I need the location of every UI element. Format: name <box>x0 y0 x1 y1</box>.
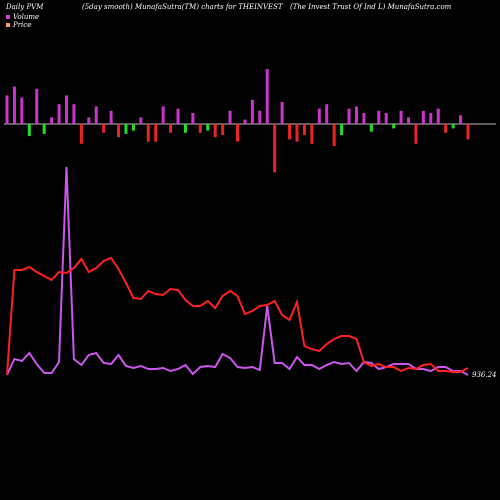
volume-bar <box>459 115 463 124</box>
volume-bar <box>236 124 239 142</box>
volume-bar <box>369 124 373 132</box>
chart-title-daily-pvm: Daily PVM <box>6 3 44 11</box>
volume-line <box>6 166 469 376</box>
volume-bar <box>57 104 61 124</box>
last-price-label: 936.24 <box>472 371 497 379</box>
volume-bar <box>243 119 247 124</box>
volume-bar <box>94 106 98 124</box>
volume-bar <box>102 124 106 133</box>
volume-bar <box>72 104 76 124</box>
volume-bar <box>221 124 225 135</box>
legend-price-label: Price <box>13 21 32 29</box>
volume-bar <box>213 124 217 138</box>
volume-bar <box>124 124 128 134</box>
legend-volume: Volume <box>6 13 39 21</box>
volume-bar <box>362 113 366 124</box>
volume-bar <box>146 124 150 142</box>
volume-bar <box>161 106 165 124</box>
volume-bars <box>5 69 470 173</box>
chart-title-company: (The Invest Trust Of Ind L) MunafaSutra.… <box>290 3 452 11</box>
volume-bar <box>436 108 440 124</box>
volume-bar <box>42 124 46 134</box>
volume-bar <box>310 124 314 144</box>
volume-bar <box>198 124 202 133</box>
volume-bar <box>347 108 351 124</box>
legend-price: Price <box>6 21 31 29</box>
volume-bar <box>377 110 381 124</box>
legend-volume-swatch <box>6 15 10 19</box>
volume-bar <box>183 124 187 133</box>
legend-price-swatch <box>6 23 10 27</box>
volume-bar <box>20 97 24 124</box>
volume-bar <box>27 124 31 137</box>
volume-bar <box>407 117 411 124</box>
volume-bar <box>384 113 388 124</box>
volume-bar <box>117 124 121 138</box>
volume-bar <box>169 124 173 133</box>
volume-bar <box>444 124 448 133</box>
volume-bar <box>295 124 299 142</box>
volume-bar <box>250 99 254 124</box>
volume-bar <box>302 124 306 135</box>
volume-bar <box>429 113 433 124</box>
volume-bar <box>273 124 277 173</box>
volume-bar <box>332 124 336 146</box>
volume-bar <box>5 95 9 124</box>
volume-bar <box>258 110 262 124</box>
volume-bar <box>466 124 470 140</box>
volume-bar <box>191 113 195 124</box>
volume-bar <box>139 117 143 124</box>
volume-bar <box>131 124 135 131</box>
volume-bar <box>64 95 68 124</box>
volume-bar <box>109 110 113 124</box>
volume-bar <box>206 124 210 131</box>
volume-bar <box>325 104 329 124</box>
price-line <box>6 256 469 376</box>
volume-bar <box>154 124 158 142</box>
volume-bar <box>421 110 425 124</box>
volume-bar <box>451 124 455 129</box>
volume-bar <box>414 124 418 144</box>
volume-bar <box>265 69 269 124</box>
volume-bar <box>288 124 292 140</box>
volume-bar <box>392 124 396 129</box>
volume-bar <box>354 106 358 124</box>
volume-bar <box>317 108 321 124</box>
volume-bar <box>87 117 91 124</box>
volume-bar <box>280 102 284 124</box>
volume-bar <box>79 124 83 144</box>
volume-bar <box>399 110 403 124</box>
volume-bar <box>176 108 180 124</box>
volume-bar <box>228 110 232 124</box>
chart-title-main: (5day smooth) MunafaSutra(TM) charts for… <box>82 3 283 11</box>
volume-bar <box>50 117 54 124</box>
volume-bar <box>35 88 39 124</box>
volume-bar <box>340 124 344 135</box>
legend-volume-label: Volume <box>13 13 40 21</box>
volume-bar <box>12 86 16 124</box>
